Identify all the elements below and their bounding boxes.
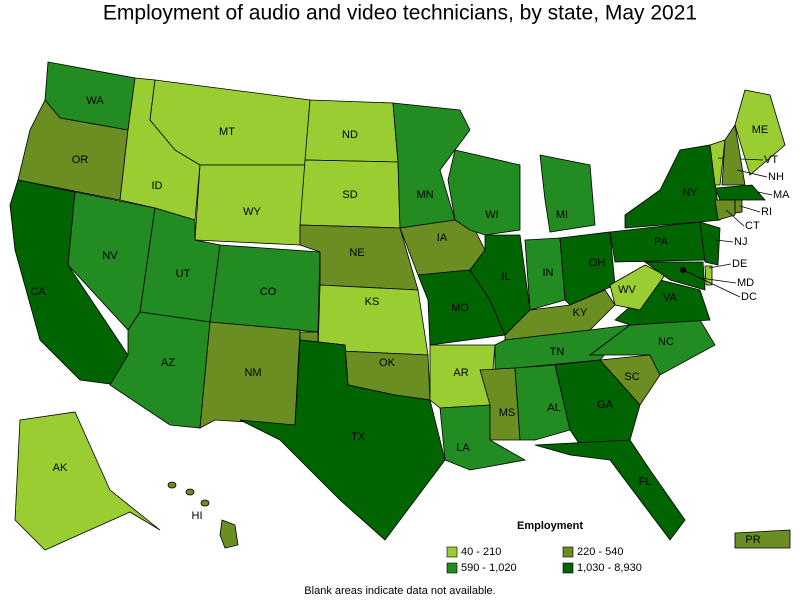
state-label: MO (451, 302, 469, 314)
state-label: HI (192, 510, 203, 522)
state-label: AL (547, 402, 560, 414)
state-shape (219, 519, 239, 549)
state-label: WV (618, 284, 636, 296)
state-label: VT (764, 154, 778, 166)
leader-line (736, 169, 768, 178)
state-label: NY (682, 187, 698, 199)
state-label: MA (773, 189, 790, 201)
state-label: WI (485, 209, 498, 221)
state-label: CO (260, 286, 277, 298)
legend-label: 1,030 - 8,930 (577, 562, 642, 574)
state-label: IN (543, 267, 554, 279)
state-label: MD (737, 277, 754, 289)
island (167, 481, 177, 489)
state-label: NH (768, 171, 784, 183)
state-label: NV (102, 250, 118, 262)
state-label: IA (437, 232, 448, 244)
state-label: OR (72, 154, 89, 166)
state-label: KS (365, 296, 380, 308)
state-shape (534, 439, 686, 541)
state-label: AZ (161, 357, 175, 369)
state-label: MS (499, 407, 516, 419)
state-shape (239, 339, 446, 541)
legend-swatch (446, 562, 458, 574)
state-shape (14, 411, 161, 551)
state-shape (714, 184, 766, 201)
legend-swatch (446, 546, 458, 558)
leader-line (725, 209, 745, 227)
state-label: PA (654, 236, 669, 248)
state-shape (514, 364, 571, 441)
island (185, 488, 195, 496)
state-shape (392, 102, 471, 229)
state-label: UT (176, 268, 191, 280)
state-label: CT (745, 220, 760, 232)
state-label: ID (152, 180, 163, 192)
state-label: NE (349, 247, 364, 259)
state-label: VA (663, 292, 678, 304)
state-label: TX (351, 431, 366, 443)
state-label: NC (658, 336, 674, 348)
state-label: IL (501, 271, 510, 283)
state-label: SD (342, 189, 357, 201)
state-label: NJ (734, 236, 747, 248)
state-shape (479, 367, 521, 441)
state-label: RI (761, 206, 772, 218)
state-label: DC (741, 291, 757, 303)
state-shape (721, 123, 746, 186)
state-label: AK (53, 462, 68, 474)
state-label: SC (624, 371, 639, 383)
leader-line (757, 191, 773, 196)
state-label: NM (244, 367, 261, 379)
legend-label: 40 - 210 (461, 546, 501, 558)
legend-swatch (562, 562, 574, 574)
legend-label: 220 - 540 (577, 546, 623, 558)
state-label: LA (456, 442, 470, 454)
state-label: FL (639, 476, 652, 488)
state-shape (447, 149, 521, 236)
state-label: MT (219, 126, 235, 138)
state-shape (643, 261, 706, 291)
leader-line (715, 239, 734, 243)
state-shape (734, 89, 786, 176)
state-label: DE (732, 258, 747, 270)
legend-title: Employment (517, 520, 583, 532)
state-label: WY (243, 206, 261, 218)
state-shape (714, 199, 736, 221)
state-label: CA (30, 286, 46, 298)
state-label: KY (573, 307, 588, 319)
note: Blank areas indicate data not available. (304, 585, 495, 597)
legend-label: 590 - 1,020 (461, 562, 517, 574)
state-shape (734, 529, 791, 549)
legend-swatch (562, 546, 574, 558)
state-label: MN (416, 189, 433, 201)
state-shape (699, 221, 721, 266)
state-label: TN (550, 346, 565, 358)
state-shape (469, 234, 531, 336)
state-label: WA (86, 95, 104, 107)
state-shape (109, 311, 211, 429)
state-label: OK (379, 357, 396, 369)
state-label: ND (342, 129, 358, 141)
leader-line (682, 269, 741, 298)
state-label: PR (745, 534, 760, 546)
leader-line (739, 205, 761, 213)
leader-line (699, 277, 737, 284)
map-title: Employment of audio and video technician… (103, 2, 697, 25)
state-shape (539, 154, 596, 233)
state-label: MI (556, 209, 568, 221)
island (200, 499, 210, 507)
state-label: GA (597, 399, 614, 411)
state-label: ME (752, 124, 769, 136)
state-shape (624, 144, 721, 229)
state-shape (709, 139, 726, 186)
state-label: OH (589, 257, 606, 269)
state-label: AR (453, 367, 468, 379)
state-shape (609, 264, 666, 311)
leader-line (708, 263, 732, 269)
